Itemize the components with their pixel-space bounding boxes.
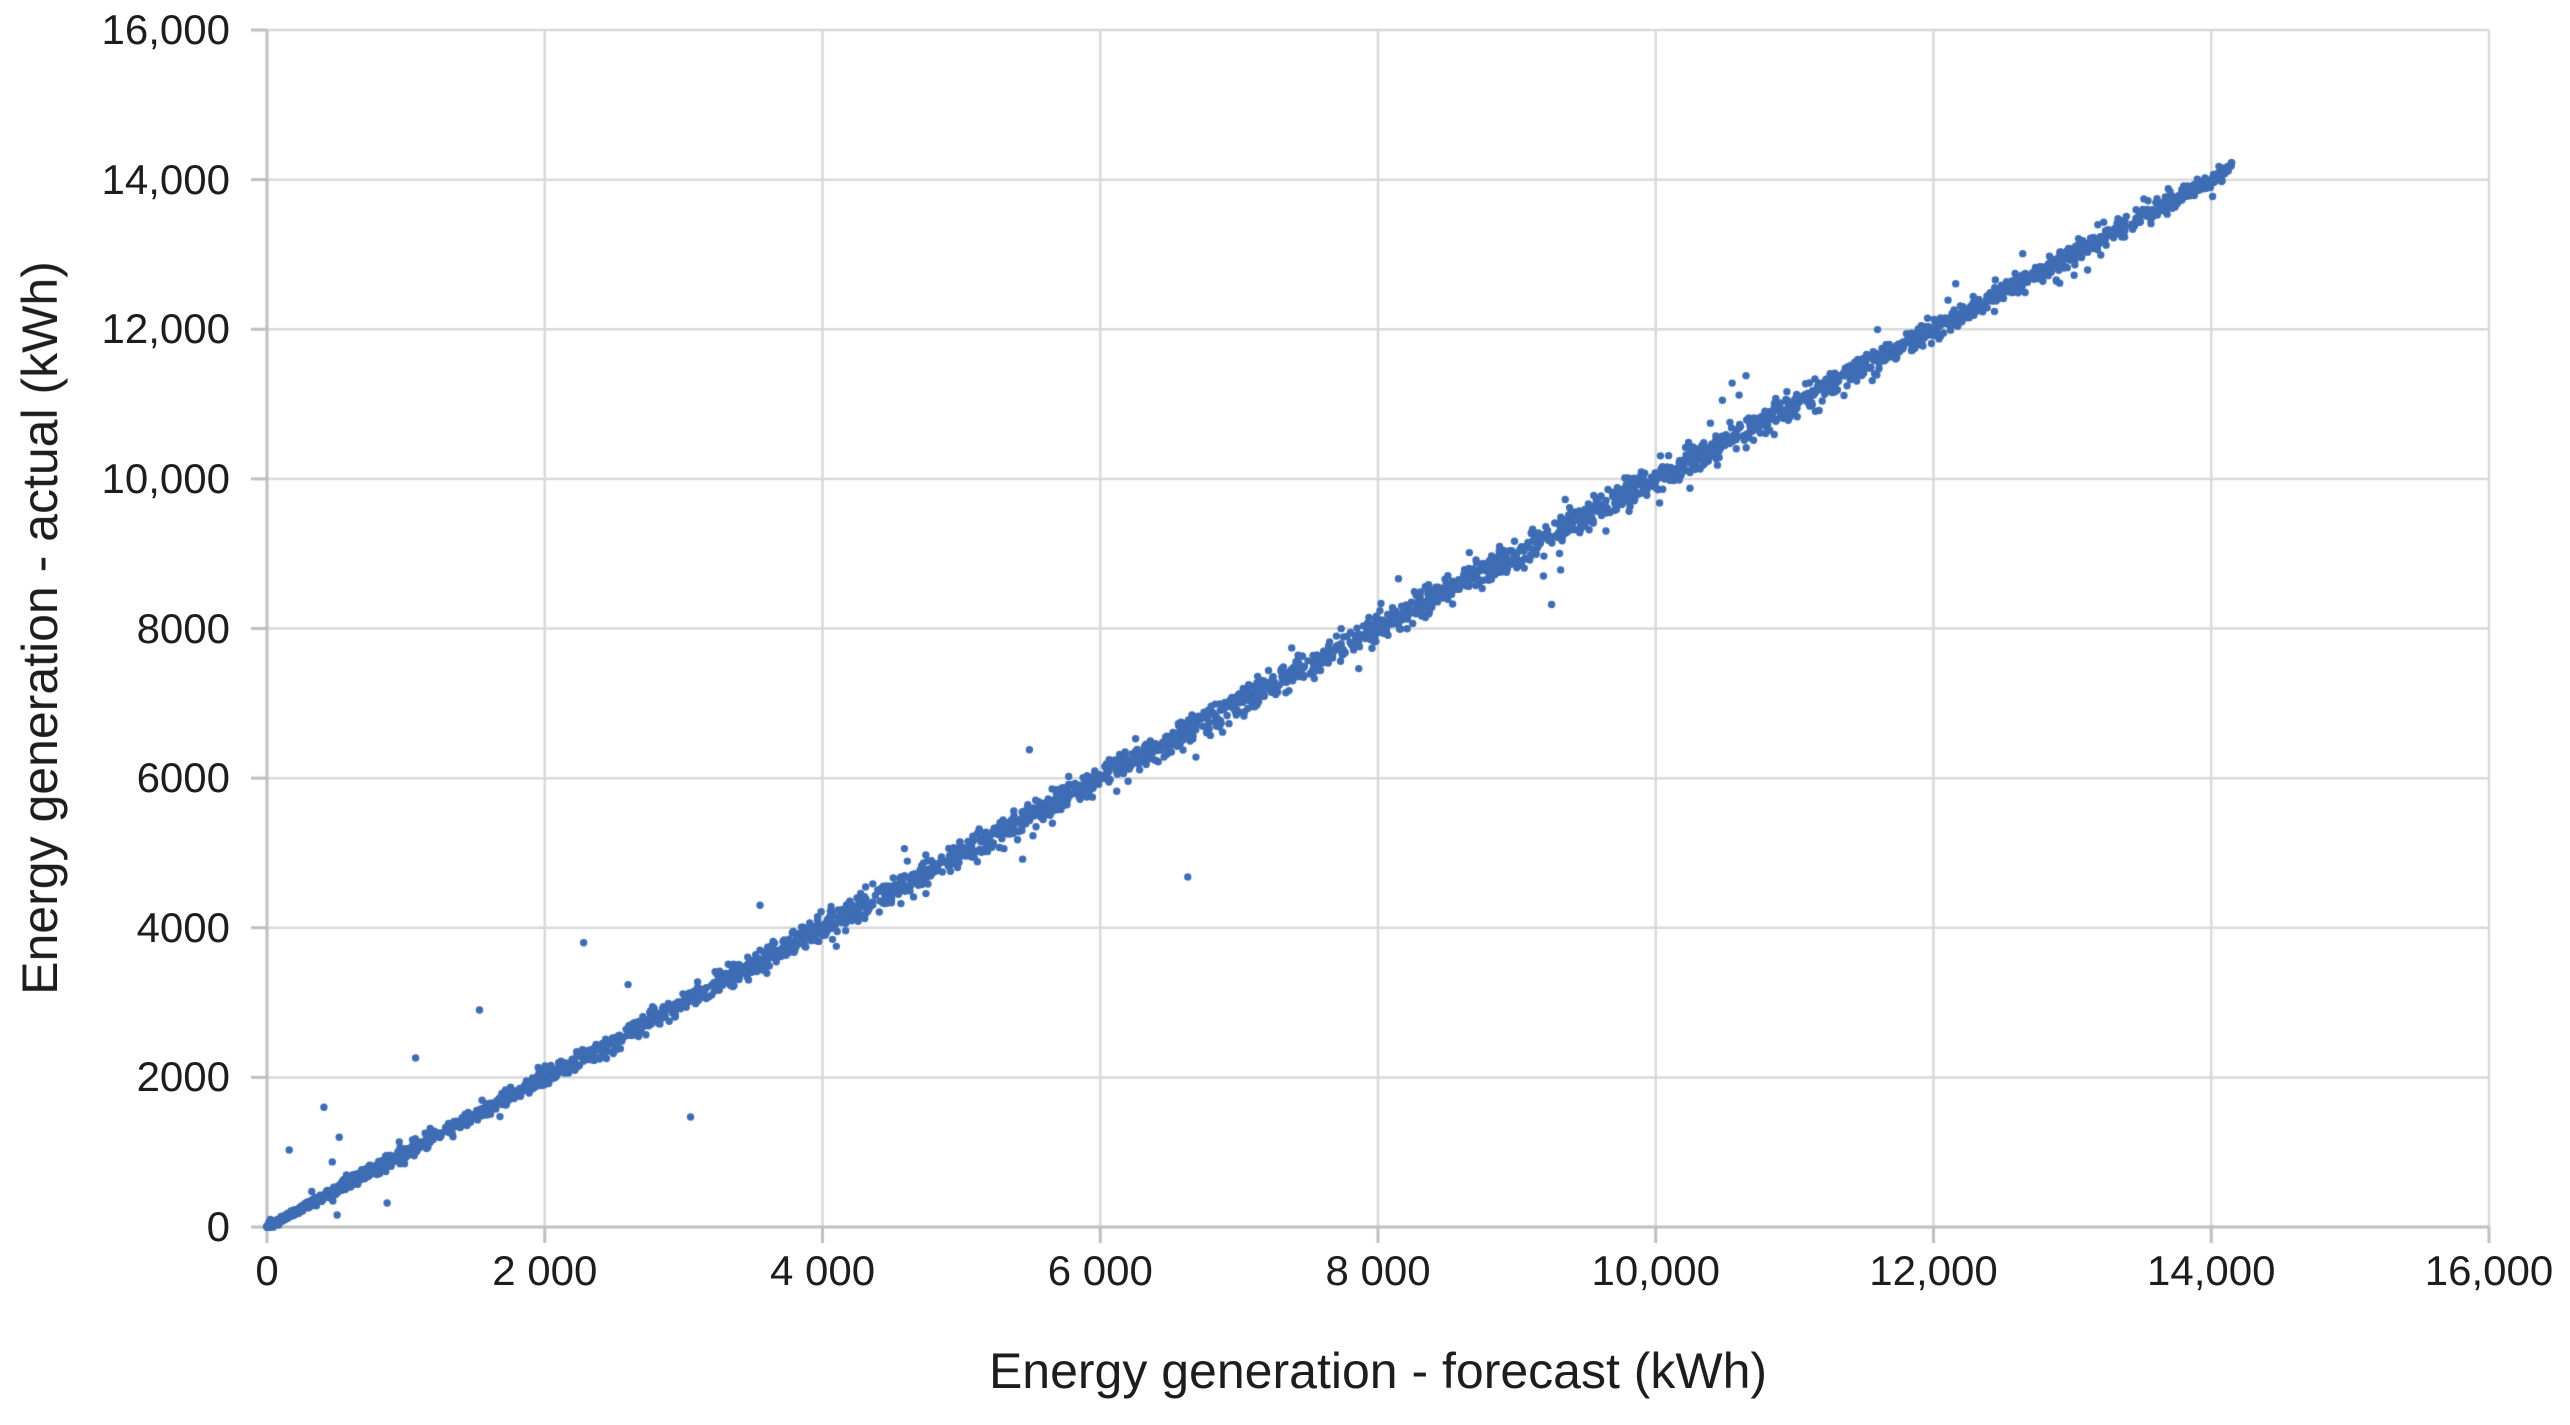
- y-tick-label: 2000: [136, 1053, 230, 1101]
- x-tick-label: 8 000: [1325, 1247, 1431, 1294]
- y-tick-label: 8000: [136, 604, 230, 652]
- y-tick-label: 16,000: [101, 6, 230, 53]
- y-tick-label: 10,000: [101, 454, 230, 502]
- y-tick-label: 6000: [136, 754, 230, 802]
- y-tick-label: 14,000: [101, 155, 230, 203]
- x-tick-label: 2 000: [492, 1247, 598, 1294]
- y-tick-label: 4000: [136, 903, 230, 951]
- x-axis-title: Energy generation - forecast (kWh): [988, 1343, 1768, 1399]
- y-tick-label: 12,000: [101, 305, 230, 353]
- x-tick-label: 14,000: [2147, 1247, 2276, 1294]
- x-tick-label: 16,000: [2424, 1247, 2554, 1294]
- y-tick-label: 0: [206, 1203, 230, 1250]
- y-axis-title: Energy generation - actual (kWh): [12, 261, 68, 995]
- x-tick-label: 4 000: [769, 1247, 876, 1294]
- x-tick-label: 12,000: [1869, 1247, 1998, 1294]
- x-tick-label: 0: [255, 1247, 279, 1294]
- x-tick-label: 10,000: [1591, 1247, 1720, 1294]
- x-tick-label: 6 000: [1047, 1247, 1153, 1294]
